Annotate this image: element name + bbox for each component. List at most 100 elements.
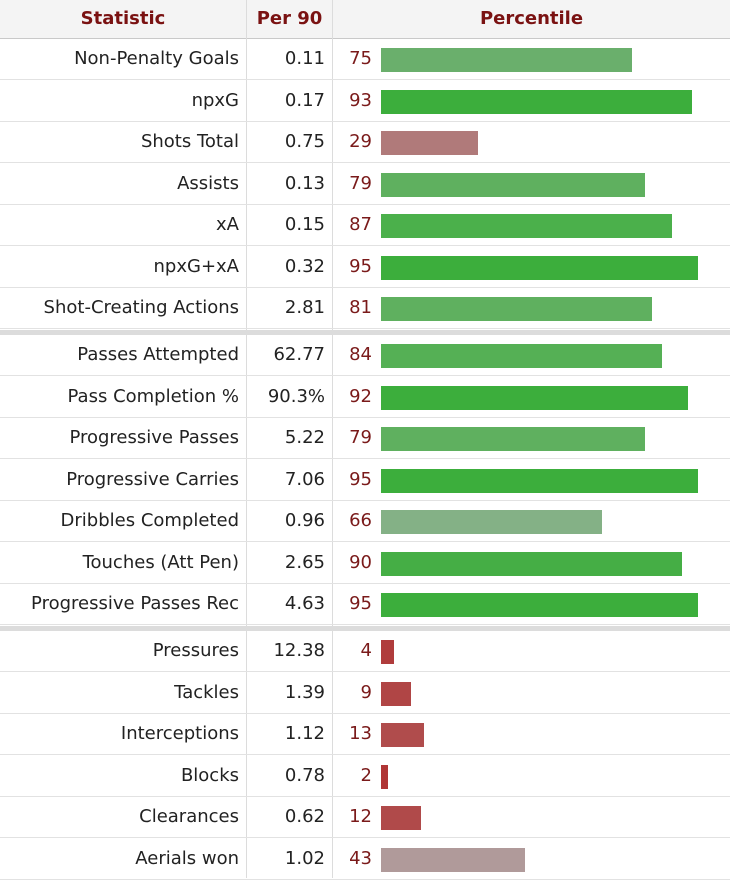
percentile-value: 95: [349, 468, 372, 490]
per90-value: 1.39: [284, 681, 325, 703]
per90-value: 1.02: [284, 847, 325, 869]
stat-name: Pressures: [152, 640, 239, 661]
percentile-bar: [381, 681, 411, 706]
percentile-value: 75: [349, 48, 372, 69]
table-row: Non-Penalty Goals 0.11 75: [0, 39, 730, 80]
stat-name: Non-Penalty Goals: [74, 48, 239, 69]
percentile-bar: [381, 89, 692, 114]
percentile-value: 13: [349, 723, 372, 744]
table-row: Progressive Passes 5.22 79: [0, 418, 730, 459]
per90-value: 2.81: [284, 297, 325, 318]
percentile-bar: [381, 297, 652, 321]
stat-name: Interceptions: [120, 723, 239, 744]
stat-name: Blocks: [180, 764, 239, 786]
table-row: Passes Attempted 62.77 84: [0, 335, 730, 376]
percentile-value: 12: [349, 806, 372, 827]
stat-name: Aerials won: [135, 847, 239, 869]
table-row: Dribbles Completed 0.96 66: [0, 501, 730, 542]
percentile-bar: [381, 640, 394, 664]
stat-name: npxG: [191, 89, 239, 111]
table-row: Aerials won 1.02 43: [0, 839, 730, 880]
table-row: Tackles 1.39 9: [0, 673, 730, 714]
table-row: Clearances 0.62 12: [0, 797, 730, 838]
table-row: Interceptions 1.12 13: [0, 714, 730, 755]
stat-name: xA: [216, 214, 239, 235]
per90-value: 12.38: [273, 640, 325, 661]
percentile-bar: [381, 723, 424, 747]
stat-name: Dribbles Completed: [60, 510, 239, 531]
table-row: npxG 0.17 93: [0, 81, 730, 122]
header-statistic: Statistic: [80, 8, 166, 29]
percentile-bar: [381, 427, 645, 451]
group-separator: [0, 329, 730, 335]
per90-value: 0.78: [284, 764, 325, 786]
percentile-bar: [381, 806, 421, 830]
percentile-value: 9: [360, 681, 372, 703]
table-row: xA 0.15 87: [0, 205, 730, 246]
stat-name: Progressive Carries: [66, 468, 239, 490]
per90-value: 5.22: [284, 427, 325, 448]
per90-value: 0.13: [284, 172, 325, 194]
header-per90: Per 90: [256, 8, 323, 29]
per90-value: 2.65: [284, 551, 325, 573]
percentile-value: 2: [360, 764, 372, 786]
percentile-bar: [381, 468, 698, 493]
percentile-value: 4: [360, 640, 372, 661]
percentile-value: 90: [349, 551, 372, 573]
percentile-bar: [381, 344, 662, 368]
stat-name: Passes Attempted: [77, 344, 239, 365]
percentile-bar: [381, 48, 632, 72]
group-separator: [0, 625, 730, 631]
stat-name: Pass Completion %: [67, 385, 239, 407]
column-divider: [332, 0, 333, 878]
percentile-value: 93: [349, 89, 372, 111]
percentile-bar: [381, 764, 388, 789]
per90-value: 62.77: [273, 344, 325, 365]
percentile-value: 92: [349, 385, 372, 407]
per90-value: 0.17: [284, 89, 325, 111]
per90-value: 0.15: [284, 214, 325, 235]
table-row: Shots Total 0.75 29: [0, 122, 730, 163]
table-header: Statistic Per 90 Percentile: [0, 0, 730, 39]
percentile-bar: [381, 593, 698, 617]
table-row: Touches (Att Pen) 2.65 90: [0, 543, 730, 584]
stat-name: Progressive Passes: [69, 427, 239, 448]
percentile-value: 29: [349, 131, 372, 152]
per90-value: 0.62: [284, 806, 325, 827]
percentile-bar: [381, 172, 645, 197]
column-divider: [246, 0, 247, 878]
stat-name: Progressive Passes Rec: [31, 593, 239, 614]
percentile-value: 84: [349, 344, 372, 365]
percentile-value: 87: [349, 214, 372, 235]
table-row: Progressive Carries 7.06 95: [0, 460, 730, 501]
per90-value: 0.75: [284, 131, 325, 152]
percentile-value: 79: [349, 172, 372, 194]
table-row: Pressures 12.38 4: [0, 631, 730, 672]
percentile-value: 95: [349, 593, 372, 614]
percentile-bar: [381, 510, 602, 534]
percentile-value: 81: [349, 297, 372, 318]
per90-value: 1.12: [284, 723, 325, 744]
percentile-bar: [381, 551, 682, 576]
header-percentile: Percentile: [479, 8, 584, 29]
percentile-bar: [381, 385, 688, 410]
per90-value: 0.11: [284, 48, 325, 69]
stat-name: Touches (Att Pen): [82, 551, 239, 573]
percentile-value: 43: [349, 847, 372, 869]
per90-value: 7.06: [284, 468, 325, 490]
stat-name: npxG+xA: [153, 255, 239, 277]
table-row: Assists 0.13 79: [0, 164, 730, 205]
table-row: Blocks 0.78 2: [0, 756, 730, 797]
table-row: Progressive Passes Rec 4.63 95: [0, 584, 730, 625]
stat-name: Assists: [177, 172, 239, 194]
percentile-bar: [381, 255, 698, 280]
stat-name: Clearances: [139, 806, 239, 827]
table-row: Pass Completion % 90.3% 92: [0, 377, 730, 418]
stat-name: Tackles: [174, 681, 239, 703]
table-row: npxG+xA 0.32 95: [0, 247, 730, 288]
percentile-bar: [381, 847, 525, 872]
stat-name: Shots Total: [140, 131, 239, 152]
percentile-value: 66: [349, 510, 372, 531]
stat-name: Shot-Creating Actions: [43, 297, 239, 318]
percentile-bar: [381, 131, 478, 155]
